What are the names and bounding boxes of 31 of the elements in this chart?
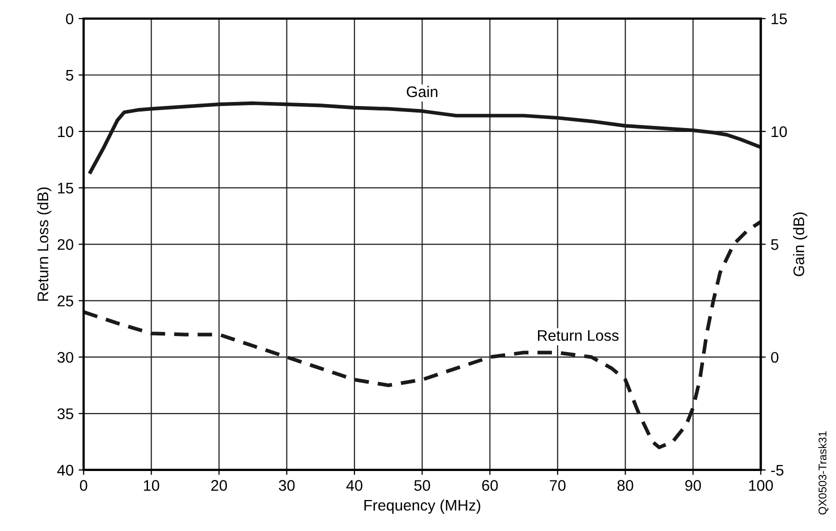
x-tick-label: 70 <box>550 480 566 491</box>
x-tick-label: 40 <box>346 480 362 491</box>
x-tick-label: 20 <box>211 480 227 491</box>
y-tick-label: 20 <box>58 239 74 250</box>
x-tick-label: 50 <box>414 480 430 491</box>
y-axis-title: Return Loss (dB) <box>37 187 52 301</box>
y-tick-label: 0 <box>66 13 74 24</box>
y2-tick-label: 0 <box>771 352 778 363</box>
series-label: Gain <box>406 86 438 98</box>
y-tick-label: 15 <box>58 182 74 194</box>
y-tick-label: 25 <box>58 296 74 306</box>
x-tick-label: 30 <box>278 480 295 491</box>
y-tick-label: 10 <box>58 126 74 138</box>
y2-tick-label: -5 <box>771 464 784 476</box>
y2-tick-label: 15 <box>772 14 787 24</box>
series-label: Return Loss <box>538 330 619 341</box>
y2-tick-label: 10 <box>772 126 787 138</box>
y-tick-label: 30 <box>57 352 74 363</box>
x-axis-title: Frequency (MHz) <box>364 499 480 514</box>
x-tick-label: 60 <box>482 480 498 491</box>
y2-axis-title: Gain (dB) <box>793 212 808 276</box>
y2-tick-label: 5 <box>771 239 778 250</box>
text: QX0503-Trask31 <box>818 431 828 515</box>
x-tick-label: 0 <box>80 480 88 491</box>
y-tick-label: 40 <box>57 464 74 476</box>
x-tick-label: 100 <box>749 480 773 491</box>
x-tick-label: 80 <box>617 480 634 491</box>
x-tick-label: 90 <box>685 480 701 491</box>
y-tick-label: 35 <box>57 408 74 420</box>
y-tick-label: 5 <box>66 70 74 81</box>
x-tick-label: 10 <box>144 480 160 491</box>
